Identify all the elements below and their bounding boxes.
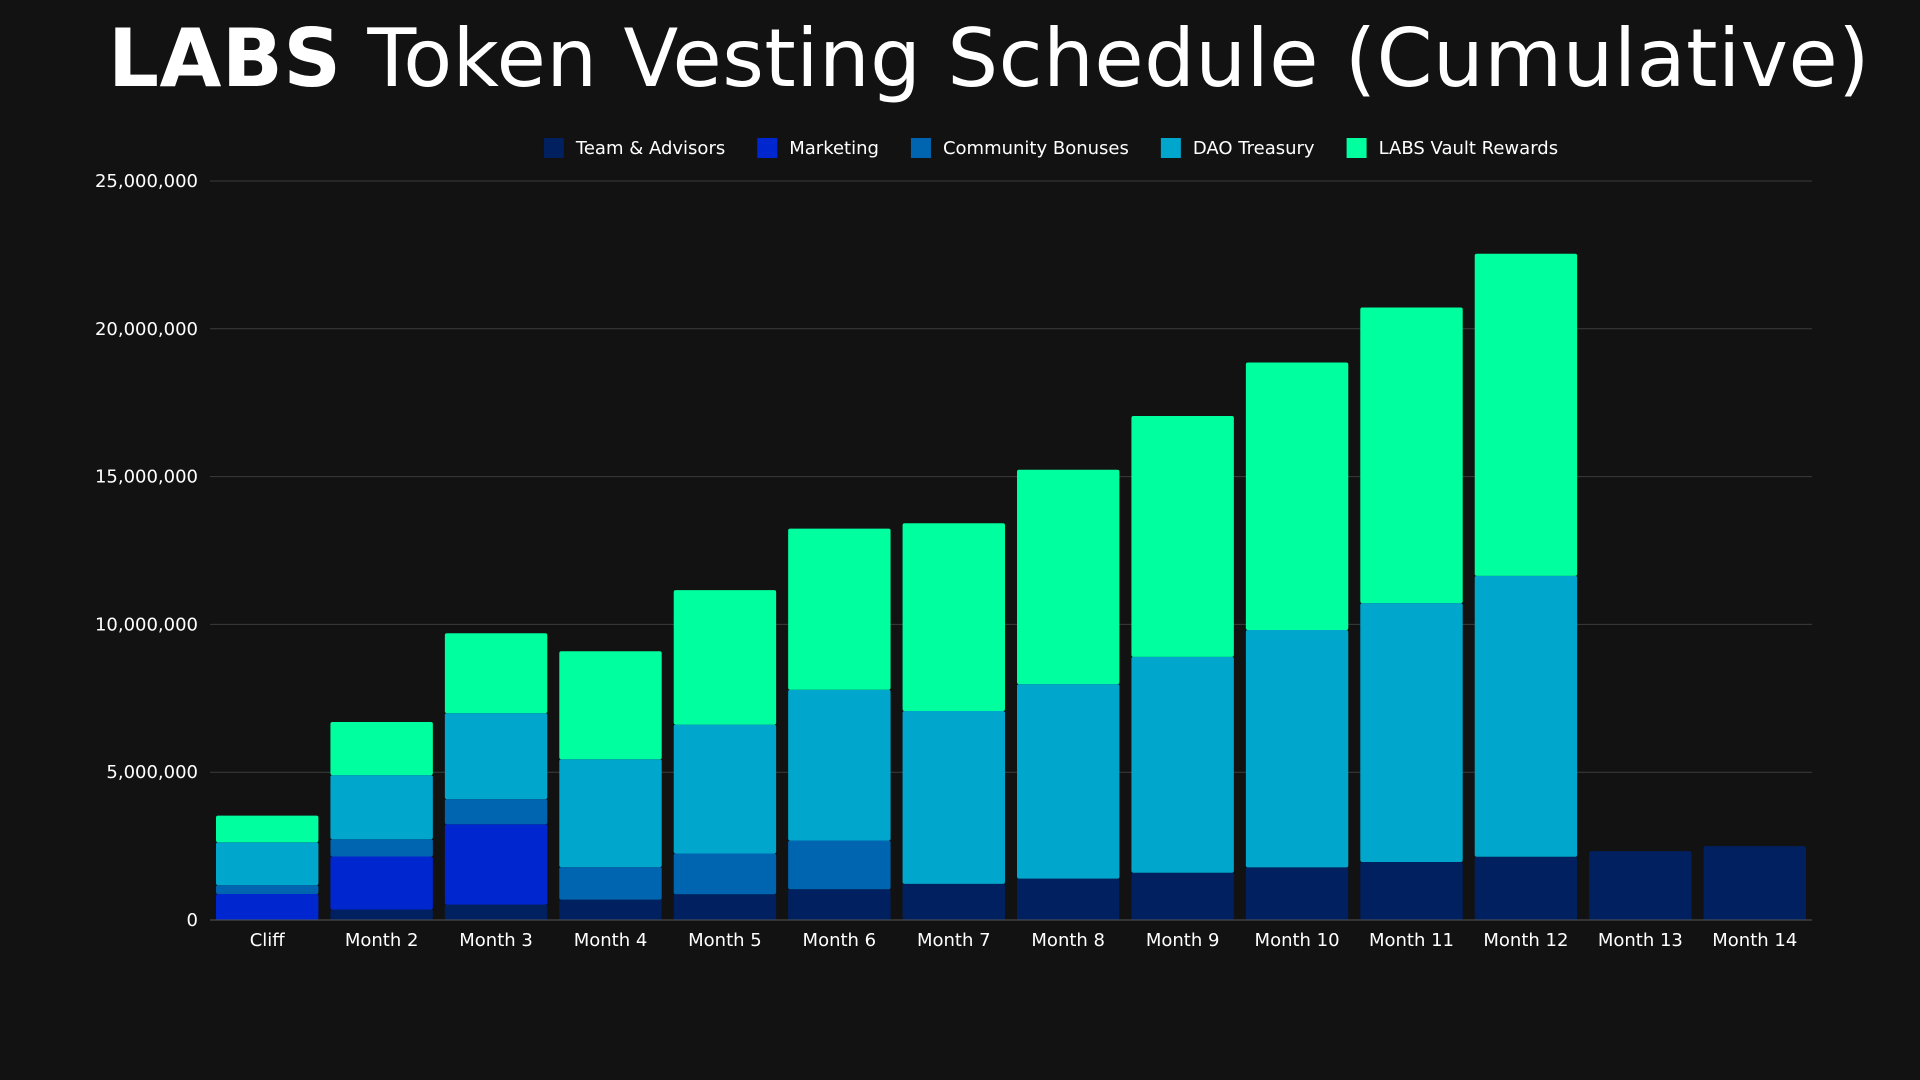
bar-segment[interactable] <box>444 904 548 920</box>
legend-swatch <box>1346 138 1367 158</box>
legend-label: LABS Vault Rewards <box>1379 138 1558 159</box>
x-tick-label: Month 13 <box>1598 930 1683 951</box>
bar-segment[interactable] <box>559 759 662 868</box>
legend-item[interactable]: Team & Advisors <box>543 138 725 159</box>
legend: Team & Advisors Marketing Community Bonuse… <box>543 138 1558 159</box>
bar-segment[interactable] <box>673 724 777 854</box>
bar-segment[interactable] <box>673 894 777 920</box>
bar-segment[interactable] <box>559 867 662 900</box>
legend-label: Marketing <box>789 138 879 159</box>
bar-segment[interactable] <box>1017 878 1120 920</box>
legend-label: Team & Advisors <box>575 138 725 159</box>
bar-segment[interactable] <box>1017 684 1120 879</box>
bar-segment[interactable] <box>1360 603 1463 863</box>
legend-swatch <box>543 138 564 158</box>
x-tick-label: Month 7 <box>917 930 991 951</box>
bar-segment[interactable] <box>1131 656 1234 873</box>
chart-title-bold: LABS <box>108 12 342 105</box>
x-tick-label: Month 3 <box>459 930 533 951</box>
x-tick-label: Month 2 <box>345 930 419 951</box>
x-tick-label: Month 14 <box>1712 930 1797 951</box>
bar-segment[interactable] <box>1360 307 1463 604</box>
bar-segment[interactable] <box>444 799 548 825</box>
bar-segment[interactable] <box>1245 867 1349 920</box>
y-tick-label: 0 <box>187 910 198 931</box>
bar-segment[interactable] <box>1245 362 1349 631</box>
bar-segment[interactable] <box>673 853 777 895</box>
bar-segment[interactable] <box>902 711 1005 884</box>
y-tick-label: 15,000,000 <box>95 467 198 488</box>
legend-swatch <box>910 138 931 158</box>
bar-segment[interactable] <box>216 815 319 843</box>
bar-segment[interactable] <box>216 885 319 894</box>
legend-swatch <box>757 138 778 158</box>
bar-segment[interactable] <box>444 713 548 800</box>
bar-segment[interactable] <box>444 824 548 905</box>
legend-swatch <box>1160 138 1181 158</box>
bar-segment[interactable] <box>1131 872 1234 920</box>
bar-segment[interactable] <box>444 633 548 714</box>
legend-item[interactable]: Marketing <box>757 138 879 159</box>
x-tick-label: Month 8 <box>1031 930 1105 951</box>
bar-segment[interactable] <box>330 721 433 776</box>
bar-segment[interactable] <box>902 883 1005 920</box>
bar-segment[interactable] <box>1474 575 1578 857</box>
bar-segment[interactable] <box>216 842 319 886</box>
y-tick-label: 5,000,000 <box>106 762 198 783</box>
bar-segment[interactable] <box>559 651 662 760</box>
legend-item[interactable]: DAO Treasury <box>1160 138 1315 159</box>
bar-segment[interactable] <box>788 528 891 690</box>
bar-segment[interactable] <box>788 889 891 920</box>
y-tick-label: 25,000,000 <box>95 171 198 192</box>
bar-segment[interactable] <box>788 840 891 890</box>
x-tick-label: Month 11 <box>1369 930 1454 951</box>
legend-label: DAO Treasury <box>1193 138 1315 159</box>
bar-segment[interactable] <box>330 775 433 840</box>
bar-segment[interactable] <box>216 893 319 920</box>
x-tick-label: Month 10 <box>1255 930 1340 951</box>
chart-title: LABS Token Vesting Schedule (Cumulative) <box>108 12 1870 105</box>
bar-segment[interactable] <box>902 523 1005 712</box>
bar-segment[interactable] <box>1703 846 1806 920</box>
legend-item[interactable]: Community Bonuses <box>910 138 1129 159</box>
bar-segment[interactable] <box>788 689 891 841</box>
legend-item[interactable]: LABS Vault Rewards <box>1346 138 1558 159</box>
chart-title-rest: Token Vesting Schedule (Cumulative) <box>341 12 1870 105</box>
bar-segment[interactable] <box>1474 856 1578 920</box>
bar-segment[interactable] <box>1589 851 1692 920</box>
bar-segment[interactable] <box>1131 416 1234 657</box>
bar-segment[interactable] <box>330 909 433 920</box>
x-tick-label: Cliff <box>250 930 286 951</box>
x-tick-label: Month 4 <box>574 930 648 951</box>
bar-segment[interactable] <box>330 839 433 857</box>
bar-segment[interactable] <box>673 590 777 725</box>
y-tick-label: 10,000,000 <box>95 614 198 635</box>
bar-segment[interactable] <box>559 899 662 920</box>
y-tick-label: 20,000,000 <box>95 319 198 340</box>
x-tick-label: Month 6 <box>803 930 877 951</box>
bar-segment[interactable] <box>1360 862 1463 920</box>
bar-segment[interactable] <box>1245 630 1349 868</box>
bar-segment[interactable] <box>1474 253 1578 576</box>
x-tick-label: Month 12 <box>1483 930 1568 951</box>
x-tick-label: Month 9 <box>1146 930 1220 951</box>
legend-label: Community Bonuses <box>943 138 1129 159</box>
bar-segment[interactable] <box>1017 469 1120 685</box>
x-tick-label: Month 5 <box>688 930 762 951</box>
bar-segment[interactable] <box>330 856 433 910</box>
